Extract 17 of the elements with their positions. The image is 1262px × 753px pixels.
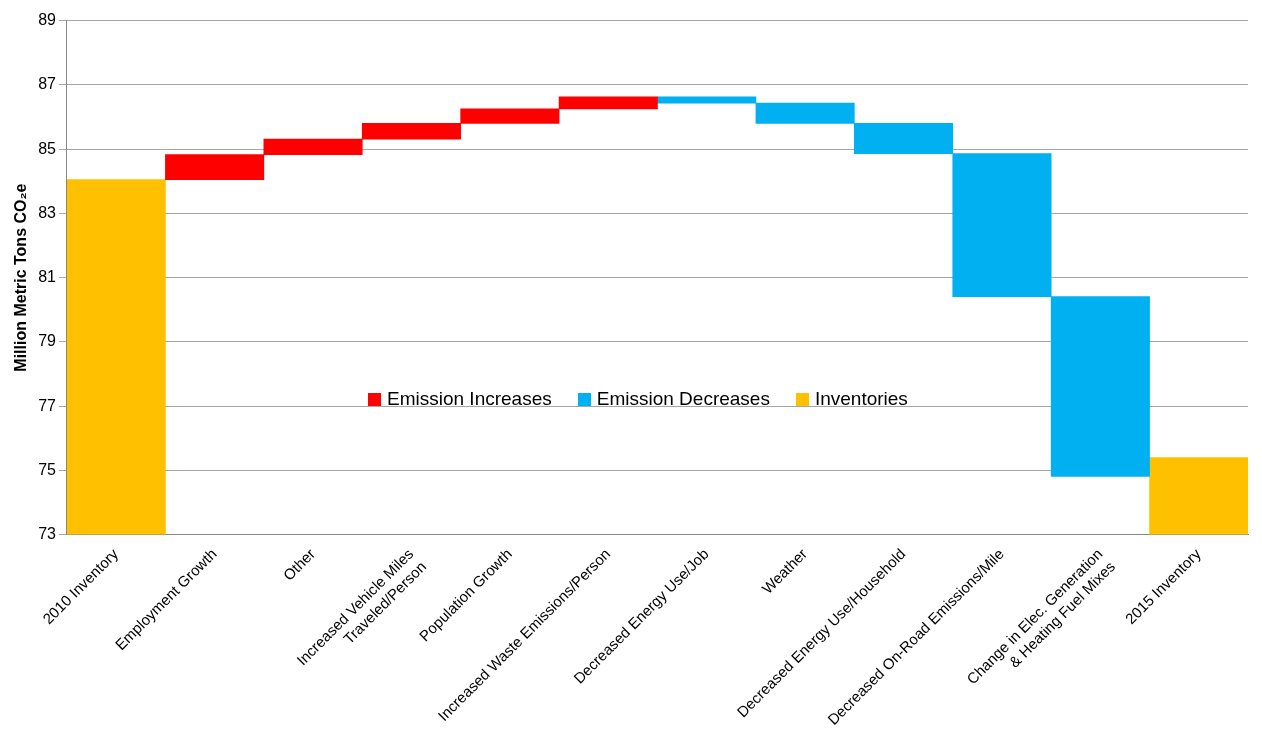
y-tick-label: 73 — [38, 525, 57, 542]
y-tick-label: 83 — [38, 203, 57, 221]
y-tick-label: 81 — [38, 268, 57, 285]
y-tick-label: 85 — [38, 139, 57, 157]
y-axis-title: Million Metric Tons CO₂e — [12, 183, 30, 372]
legend-label: Emission Decreases — [596, 388, 770, 410]
y-tick-label: 79 — [38, 332, 57, 350]
bar — [558, 96, 658, 110]
y-tick-label: 89 — [38, 11, 57, 29]
bar — [657, 96, 757, 104]
legend-label: Emission Increases — [387, 388, 552, 410]
legend-label: Inventories — [814, 388, 908, 410]
y-tick-label: 77 — [38, 396, 57, 414]
bar — [1149, 457, 1248, 535]
y-tick-label: 87 — [38, 75, 57, 93]
bar — [67, 179, 166, 535]
y-tick-label: 75 — [38, 460, 57, 478]
